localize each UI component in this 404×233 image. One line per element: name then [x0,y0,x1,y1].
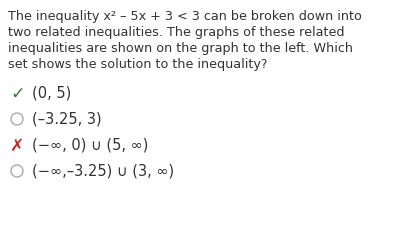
Text: ✓: ✓ [10,85,25,103]
Text: The inequality x² – 5x + 3 < 3 can be broken down into: The inequality x² – 5x + 3 < 3 can be br… [8,10,362,23]
Text: inequalities are shown on the graph to the left. Which: inequalities are shown on the graph to t… [8,42,353,55]
Text: (–3.25, 3): (–3.25, 3) [32,111,102,126]
Text: (−∞,–3.25) ∪ (3, ∞): (−∞,–3.25) ∪ (3, ∞) [32,163,174,178]
Text: ✗: ✗ [10,137,25,155]
Text: (0, 5): (0, 5) [32,85,71,100]
Text: (−∞, 0) ∪ (5, ∞): (−∞, 0) ∪ (5, ∞) [32,137,148,152]
Text: two related inequalities. The graphs of these related: two related inequalities. The graphs of … [8,26,345,39]
Text: set shows the solution to the inequality?: set shows the solution to the inequality… [8,58,267,71]
